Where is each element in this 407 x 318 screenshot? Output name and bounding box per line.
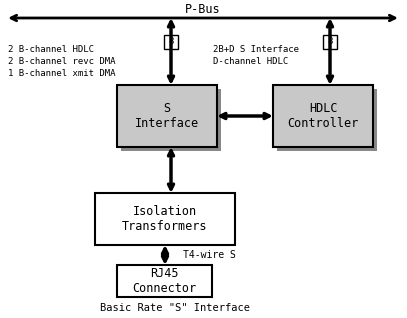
- Text: 8: 8: [168, 38, 174, 46]
- Text: Isolation
Transformers: Isolation Transformers: [122, 205, 208, 233]
- Text: P-Bus: P-Bus: [185, 3, 221, 16]
- Text: T4-wire S: T4-wire S: [183, 250, 236, 260]
- Text: 8: 8: [327, 38, 333, 46]
- Text: 2 B-channel revc DMA: 2 B-channel revc DMA: [8, 57, 116, 66]
- Bar: [95, 193, 235, 245]
- Bar: [277, 89, 377, 151]
- Bar: [117, 265, 212, 297]
- Bar: [164, 35, 178, 49]
- Text: 1 B-channel xmit DMA: 1 B-channel xmit DMA: [8, 69, 116, 78]
- Bar: [121, 89, 221, 151]
- Text: HDLC
Controller: HDLC Controller: [287, 102, 359, 130]
- Text: 2 B-channel HDLC: 2 B-channel HDLC: [8, 45, 94, 54]
- Text: D-channel HDLC: D-channel HDLC: [213, 57, 288, 66]
- Bar: [273, 85, 373, 147]
- Text: Basic Rate "S" Interface: Basic Rate "S" Interface: [100, 303, 250, 313]
- Text: 2B+D S Interface: 2B+D S Interface: [213, 45, 299, 54]
- Text: RJ45
Connector: RJ45 Connector: [132, 267, 197, 295]
- Text: S
Interface: S Interface: [135, 102, 199, 130]
- Bar: [323, 35, 337, 49]
- Bar: [117, 85, 217, 147]
